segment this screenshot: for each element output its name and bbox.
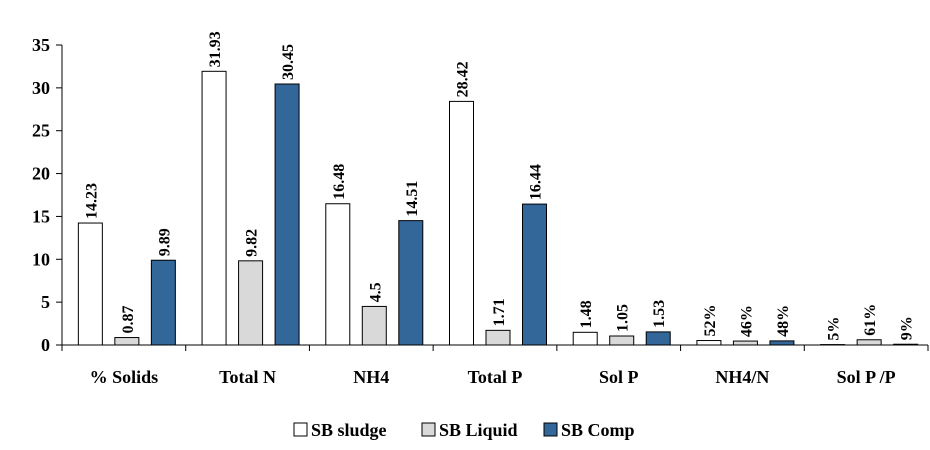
value-label: 52% [702,305,719,337]
value-label: 16.48 [331,164,348,200]
x-tick-label: Total N [219,367,276,387]
y-tick-label: 35 [32,35,50,55]
bar [325,203,351,346]
y-tick-label: 5 [41,292,50,312]
y-tick-label: 20 [32,164,50,184]
value-label: 28.42 [455,61,472,97]
bar [201,70,227,346]
value-label: 9.89 [156,228,173,256]
bar [398,220,424,346]
legend-swatch [543,422,558,437]
bar [856,339,882,346]
value-label: 14.23 [83,183,100,219]
value-label: 1.48 [578,300,595,328]
bar [696,340,722,346]
legend-swatch [421,422,436,437]
legend-label: SB Comp [561,420,635,440]
bar [114,337,140,346]
y-tick-label: 0 [41,335,50,355]
bar [732,340,758,346]
legend-label: SB sludge [311,420,387,440]
y-tick-label: 15 [32,206,50,226]
value-label: 61% [862,304,879,336]
value-label: 1.53 [651,300,668,328]
legend-swatch [293,422,308,437]
bar [238,260,264,346]
bar [361,305,387,346]
legend-label: SB Liquid [439,420,518,440]
y-tick-label: 25 [32,121,50,141]
bar [150,259,176,346]
value-label: 31.93 [207,31,224,67]
bar [274,83,300,346]
y-tick-label: 10 [32,249,50,269]
value-label: 4.5 [367,282,384,302]
value-label: 16.44 [528,164,545,200]
bar [769,340,795,346]
x-tick-label: NH4/N [715,367,769,387]
value-label: 5% [826,317,843,341]
value-label: 0.87 [120,306,137,334]
x-tick-label: % Solids [90,367,159,387]
value-label: 30.45 [280,44,297,80]
x-tick-label: Total P [468,367,523,387]
bar [449,100,474,346]
bar [522,203,547,346]
value-label: 9% [899,316,916,340]
bar [485,329,511,346]
bar [893,343,919,346]
value-label: 1.05 [615,304,632,332]
bar [572,331,598,346]
value-label: 14.51 [404,181,421,217]
bar [77,222,103,346]
value-label: 46% [738,305,755,337]
bar [645,331,671,346]
value-label: 1.71 [491,298,508,326]
x-tick-label: NH4 [353,367,389,387]
value-label: 9.82 [244,229,261,257]
y-tick-label: 30 [32,78,50,98]
value-label: 48% [775,305,792,337]
bar [609,335,635,346]
x-tick-label: Sol P [599,367,639,387]
x-tick-label: Sol P /P [837,367,896,387]
